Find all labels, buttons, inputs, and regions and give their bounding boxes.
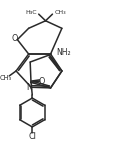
Text: O: O [38, 77, 45, 86]
Text: Cl: Cl [28, 132, 36, 141]
Text: N: N [26, 83, 32, 92]
Text: CH₃: CH₃ [0, 75, 12, 81]
Text: O: O [11, 34, 17, 43]
Text: NH₂: NH₂ [56, 48, 71, 57]
Text: H₃C: H₃C [25, 10, 37, 15]
Text: CH₃: CH₃ [54, 10, 66, 15]
